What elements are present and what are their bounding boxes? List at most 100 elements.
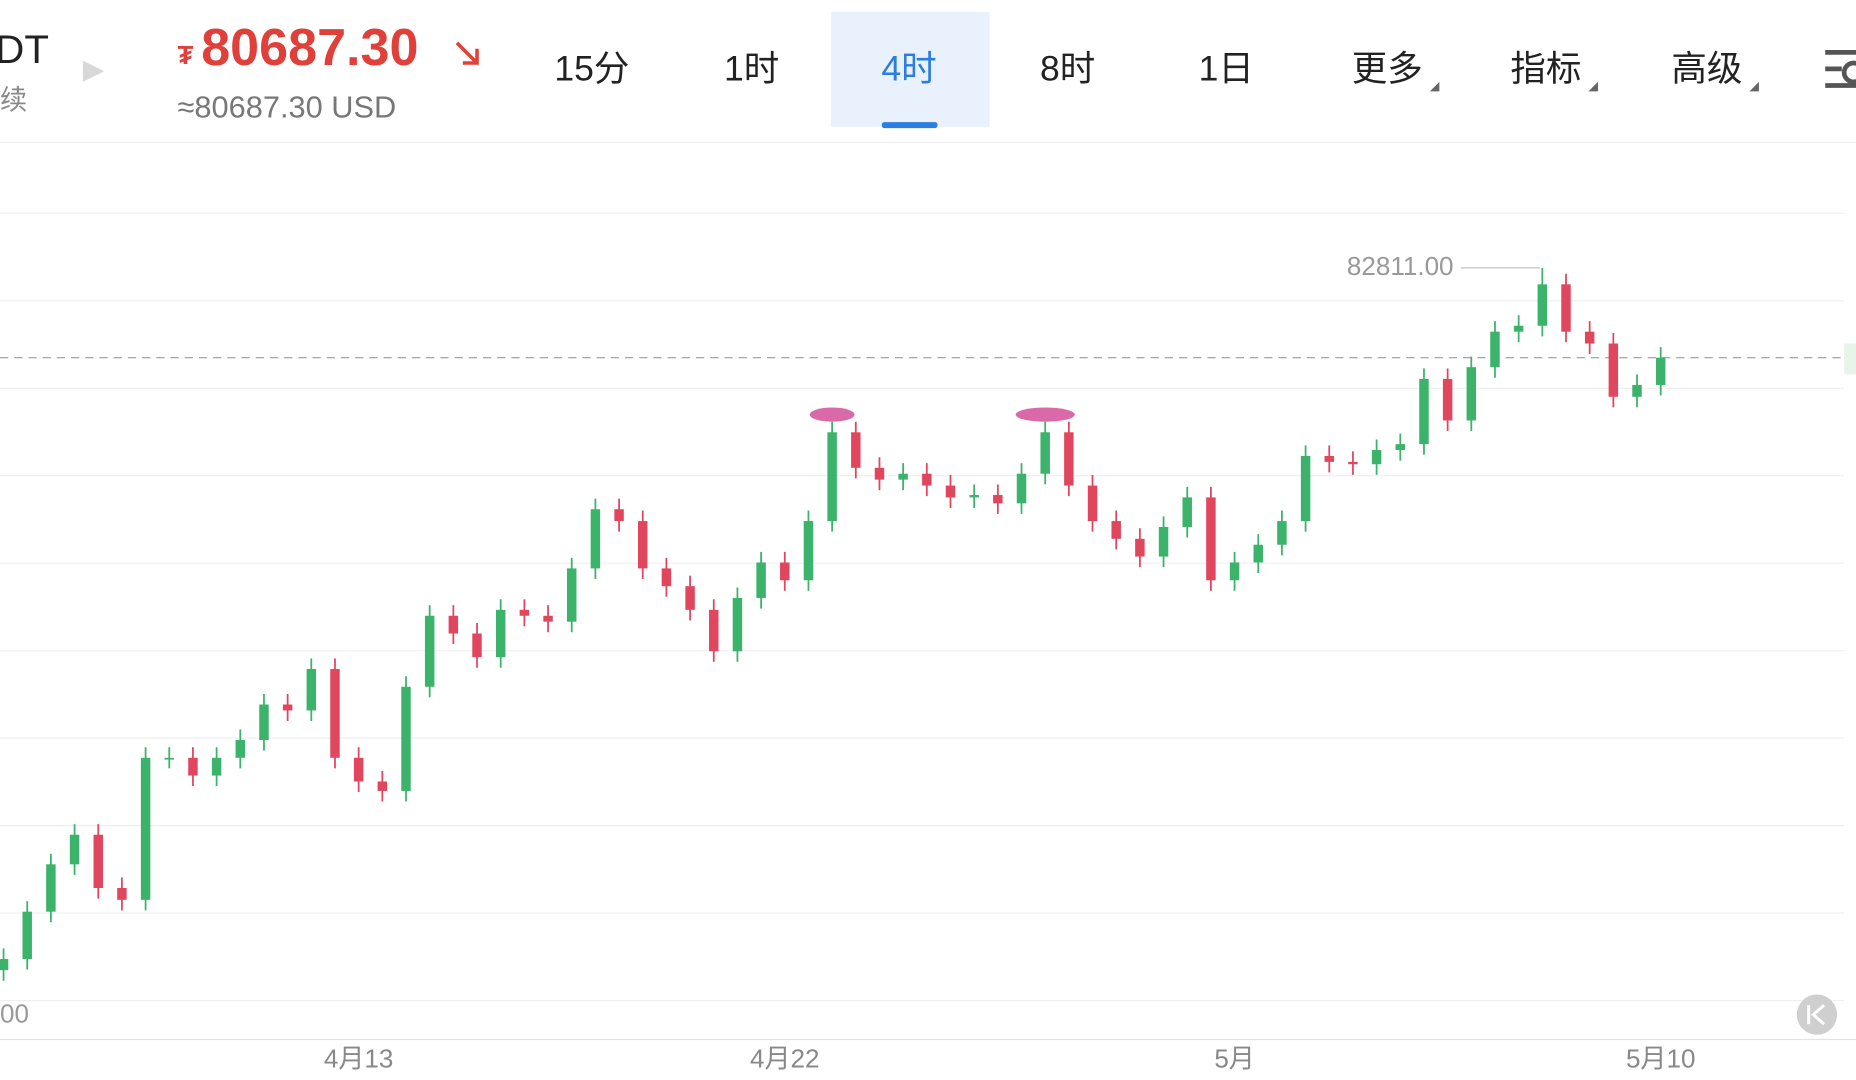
candle-body	[1348, 461, 1358, 465]
symbol-subtitle: 续	[0, 84, 27, 115]
candle-body	[661, 568, 672, 587]
reset-button[interactable]	[1796, 994, 1838, 1035]
x-tick-label: 4月22	[750, 1044, 819, 1074]
tab[interactable]: 8时	[1040, 49, 1095, 89]
candle-body	[803, 521, 814, 581]
candle-body	[614, 509, 624, 522]
tab[interactable]: 1日	[1199, 49, 1254, 89]
candle-body	[732, 598, 743, 652]
x-tick-label: 4月13	[324, 1044, 393, 1074]
candle-body	[235, 740, 246, 758]
candle-body	[638, 521, 648, 569]
candle-body	[188, 757, 198, 776]
tab[interactable]: 指标	[1510, 49, 1581, 89]
candle-body	[1040, 432, 1050, 474]
candle-body	[259, 704, 269, 741]
candle-body	[1442, 379, 1453, 421]
candle-body	[685, 586, 695, 610]
play-icon[interactable]	[82, 60, 105, 82]
candle-body	[1395, 444, 1406, 451]
candle-body	[874, 467, 885, 480]
candle-body	[353, 757, 364, 782]
price: 80687.30	[201, 19, 418, 77]
x-tick-label: 5月10	[1626, 1044, 1695, 1074]
candle-body	[543, 615, 553, 622]
candle-body	[851, 432, 861, 468]
candle-body	[1016, 473, 1027, 504]
candle-body	[1561, 284, 1571, 332]
candle-body	[1229, 562, 1240, 581]
tab[interactable]: 1时	[724, 49, 779, 89]
candle-body	[1135, 538, 1145, 557]
candle-body	[1513, 325, 1524, 332]
candle-body	[1206, 497, 1216, 581]
tab[interactable]: 15分	[554, 49, 629, 89]
candle-body	[1277, 521, 1287, 545]
candle-body	[46, 864, 56, 912]
candle-body	[1655, 357, 1666, 385]
candle-body	[1608, 343, 1619, 397]
candle-body	[1584, 331, 1595, 344]
candle-body	[1064, 432, 1074, 486]
currency-symbol: ₮	[178, 40, 194, 70]
candle-body	[1158, 526, 1169, 557]
candle-body	[945, 485, 956, 498]
candle-body	[164, 757, 174, 760]
settings-icon[interactable]	[1825, 49, 1856, 88]
candle-body	[590, 509, 601, 569]
candle-body	[1490, 331, 1500, 368]
candle-body	[780, 562, 790, 581]
active-tab-bg	[830, 12, 990, 127]
symbol: DT	[0, 27, 49, 72]
candle-body	[1182, 497, 1192, 527]
tab[interactable]: 高级	[1671, 49, 1742, 89]
candle-body	[709, 609, 719, 652]
candle-body	[1371, 450, 1382, 465]
active-tab-underline	[881, 122, 938, 129]
candle-body	[69, 834, 80, 865]
grid	[0, 212, 1845, 1002]
high-annotation: 82811.00	[1347, 251, 1454, 281]
candle-body	[424, 615, 435, 687]
x-tick-label: 5月	[1214, 1044, 1255, 1074]
candle-body	[495, 609, 506, 658]
candle-body	[330, 669, 340, 758]
price-usd: ≈80687.30 USD	[178, 89, 397, 124]
candle-body	[22, 911, 32, 960]
peak-marker	[1015, 407, 1075, 422]
candle-body	[898, 473, 908, 480]
price-tag-edge	[1844, 343, 1856, 375]
tab[interactable]: 更多	[1352, 49, 1423, 89]
candle-body	[1466, 367, 1477, 421]
candle-body	[1537, 284, 1548, 326]
candle-body	[472, 633, 482, 658]
candle-body	[1087, 485, 1098, 522]
candle-body	[969, 495, 979, 498]
candle-body	[1324, 455, 1334, 462]
tab[interactable]: 4时	[881, 49, 936, 89]
down-arrow-icon	[455, 41, 479, 65]
candle-body	[1253, 544, 1263, 563]
tab-bar: 15分 1时 4时 8时 1日 更多 指标 高级	[554, 12, 1759, 129]
candle-body	[566, 568, 577, 622]
plot: 4月13 4月22 5月 5月10 82811.00	[0, 251, 1845, 1074]
candle-body	[93, 834, 103, 888]
dropdown-icon	[1429, 81, 1440, 92]
candle-body	[448, 615, 459, 634]
candle-body	[377, 781, 388, 791]
candle-body	[401, 686, 411, 791]
candle-body	[756, 562, 766, 598]
candle-body	[0, 959, 9, 971]
candle-body	[306, 669, 317, 711]
candle-body	[993, 495, 1003, 504]
dropdown-icon	[1588, 81, 1598, 92]
candle-body	[519, 609, 530, 616]
candle-body	[282, 704, 293, 711]
candle-body	[140, 757, 151, 900]
candle-body	[211, 757, 222, 776]
candle-body	[1300, 455, 1311, 522]
candle-body	[1632, 384, 1642, 397]
